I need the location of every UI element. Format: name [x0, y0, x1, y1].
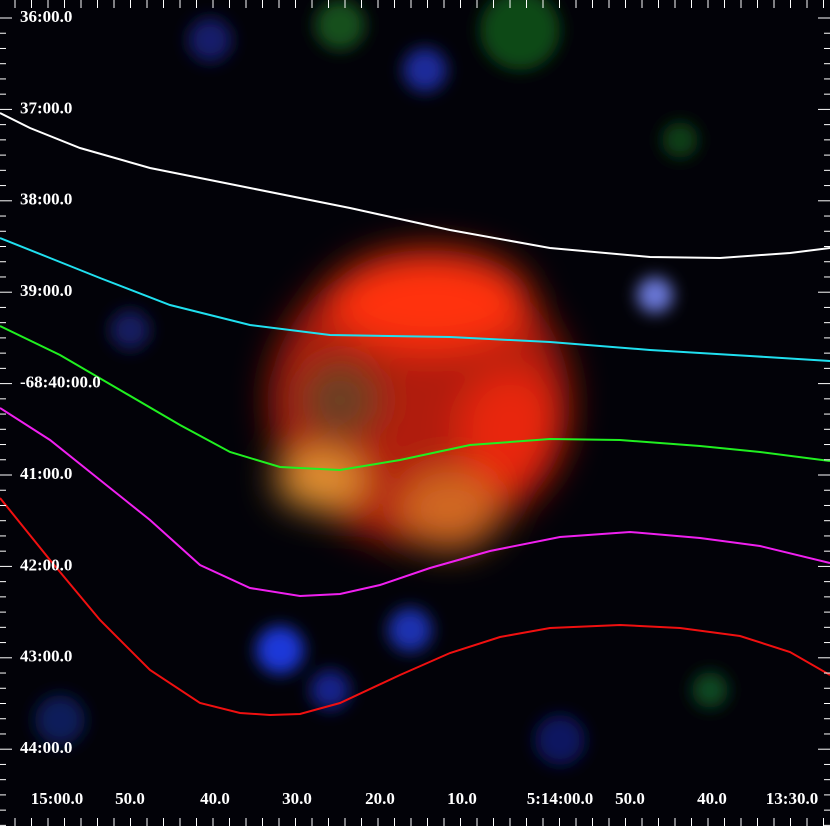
- y-axis-label: 42:00.0: [20, 555, 72, 574]
- y-axis-label: 41:00.0: [20, 464, 72, 483]
- contour-green: [0, 325, 830, 472]
- x-axis-label: 50.0: [615, 789, 645, 808]
- y-axis-label: -68:40:00.0: [20, 373, 101, 392]
- remnant: [270, 250, 570, 550]
- y-axis-label: 39:00.0: [20, 281, 72, 300]
- y-axis-label: 44:00.0: [20, 738, 72, 757]
- contour-white: [0, 112, 830, 260]
- x-axis-label: 20.0: [365, 789, 395, 808]
- contour-magenta: [0, 407, 830, 598]
- x-axis-label: 40.0: [697, 789, 727, 808]
- faint-sources: [35, 0, 728, 765]
- x-axis-label: 50.0: [115, 789, 145, 808]
- contours: [0, 112, 830, 717]
- contour-cyan: [0, 237, 830, 362]
- x-axis-label: 13:30.0: [766, 789, 818, 808]
- x-axis-label: 10.0: [447, 789, 477, 808]
- x-axis-label: 5:14:00.0: [527, 789, 594, 808]
- x-axis-label: 15:00.0: [31, 789, 83, 808]
- axis-labels: 36:00.0 37:00.0 38:00.0 39:00.0 -68:40:00.0 4…: [20, 7, 818, 808]
- y-axis-label: 38:00.0: [20, 190, 72, 209]
- contour-red: [0, 497, 830, 717]
- x-axis-label: 40.0: [200, 789, 230, 808]
- y-axis-label: 37:00.0: [20, 98, 72, 117]
- y-axis-label: 43:00.0: [20, 647, 72, 666]
- y-axis-label: 36:00.0: [20, 7, 72, 26]
- x-axis-label: 30.0: [282, 789, 312, 808]
